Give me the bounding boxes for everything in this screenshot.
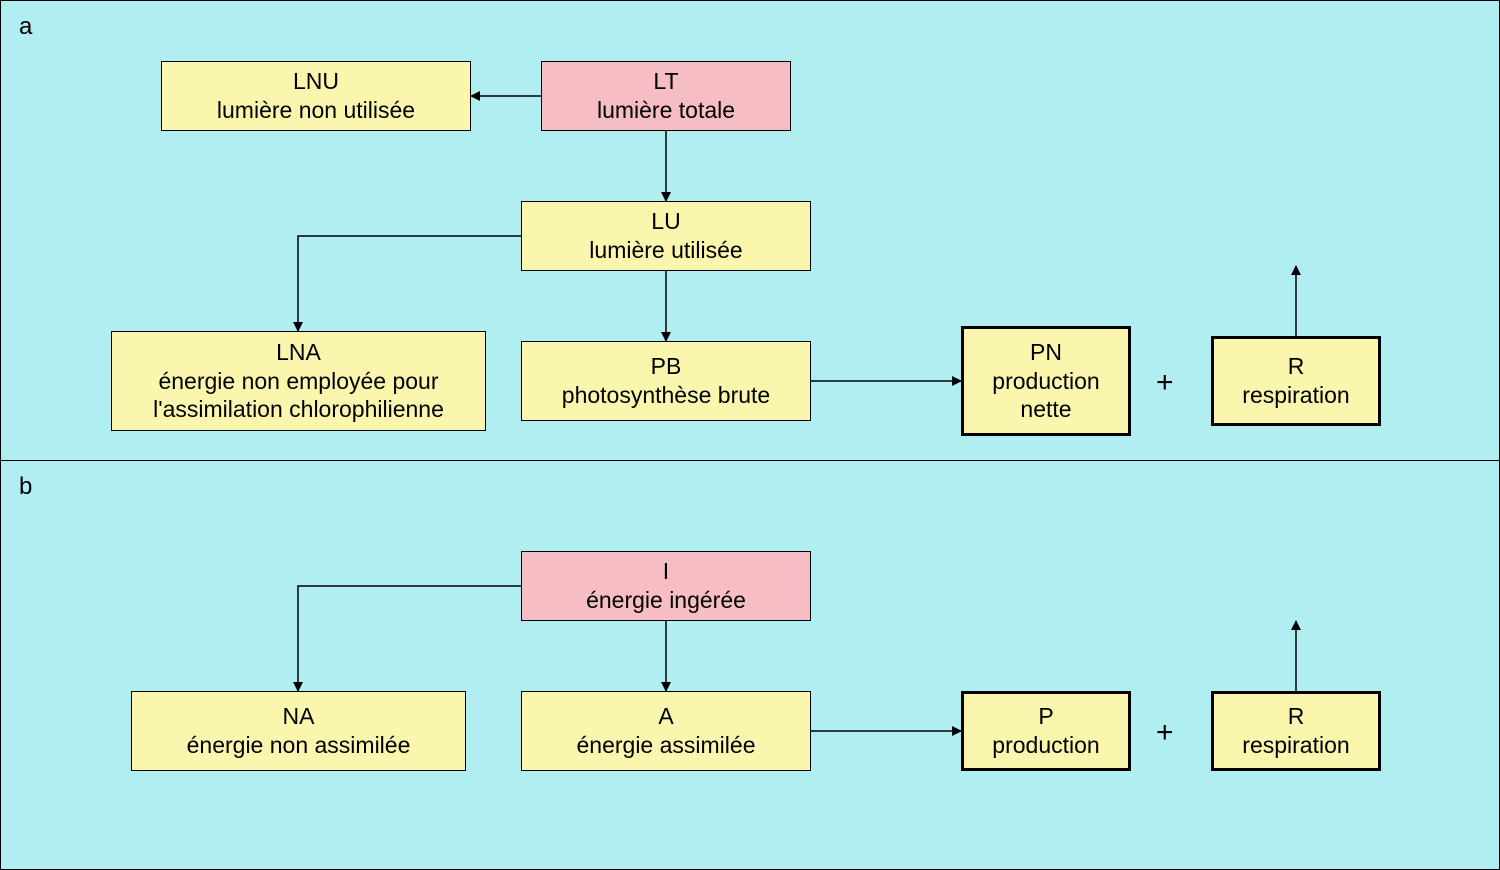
node-i-sub: énergie ingérée bbox=[586, 586, 746, 615]
node-lna: LNA énergie non employée pour l'assimila… bbox=[111, 331, 486, 431]
node-na-title: NA bbox=[283, 702, 315, 731]
node-a-title: A bbox=[658, 702, 673, 731]
node-pn: PN production nette bbox=[961, 326, 1131, 436]
panel-b: b bbox=[1, 461, 1499, 869]
node-pb-sub: photosynthèse brute bbox=[562, 381, 770, 410]
node-pb-title: PB bbox=[651, 352, 682, 381]
node-pn-title: PN bbox=[1030, 338, 1062, 367]
node-r1-title: R bbox=[1288, 352, 1305, 381]
energy-flow-diagram: a b LNU lumière non utilisée LT lumière … bbox=[0, 0, 1500, 870]
node-a: A énergie assimilée bbox=[521, 691, 811, 771]
node-lt: LT lumière totale bbox=[541, 61, 791, 131]
node-r2: R respiration bbox=[1211, 691, 1381, 771]
node-na-sub: énergie non assimilée bbox=[187, 731, 411, 760]
node-i: I énergie ingérée bbox=[521, 551, 811, 621]
node-lna-sub: énergie non employée pour l'assimilation… bbox=[153, 367, 444, 425]
node-lna-title: LNA bbox=[276, 338, 321, 367]
node-i-title: I bbox=[663, 557, 669, 586]
node-lnu-title: LNU bbox=[293, 67, 339, 96]
node-p: P production bbox=[961, 691, 1131, 771]
plus-sign-2: + bbox=[1156, 716, 1174, 750]
node-lu-sub: lumière utilisée bbox=[589, 236, 742, 265]
panel-b-label: b bbox=[19, 473, 32, 501]
node-pb: PB photosynthèse brute bbox=[521, 341, 811, 421]
node-lnu-sub: lumière non utilisée bbox=[217, 96, 415, 125]
panel-a-label: a bbox=[19, 13, 32, 41]
plus-sign-1: + bbox=[1156, 366, 1174, 400]
node-r2-title: R bbox=[1288, 702, 1305, 731]
node-a-sub: énergie assimilée bbox=[577, 731, 756, 760]
node-na: NA énergie non assimilée bbox=[131, 691, 466, 771]
node-lnu: LNU lumière non utilisée bbox=[161, 61, 471, 131]
node-lu: LU lumière utilisée bbox=[521, 201, 811, 271]
node-r1: R respiration bbox=[1211, 336, 1381, 426]
node-p-sub: production bbox=[992, 731, 1099, 760]
node-p-title: P bbox=[1038, 702, 1053, 731]
node-r2-sub: respiration bbox=[1242, 731, 1349, 760]
node-r1-sub: respiration bbox=[1242, 381, 1349, 410]
node-lt-title: LT bbox=[653, 67, 678, 96]
node-pn-sub: production nette bbox=[992, 367, 1099, 425]
node-lu-title: LU bbox=[651, 207, 680, 236]
node-lt-sub: lumière totale bbox=[597, 96, 735, 125]
